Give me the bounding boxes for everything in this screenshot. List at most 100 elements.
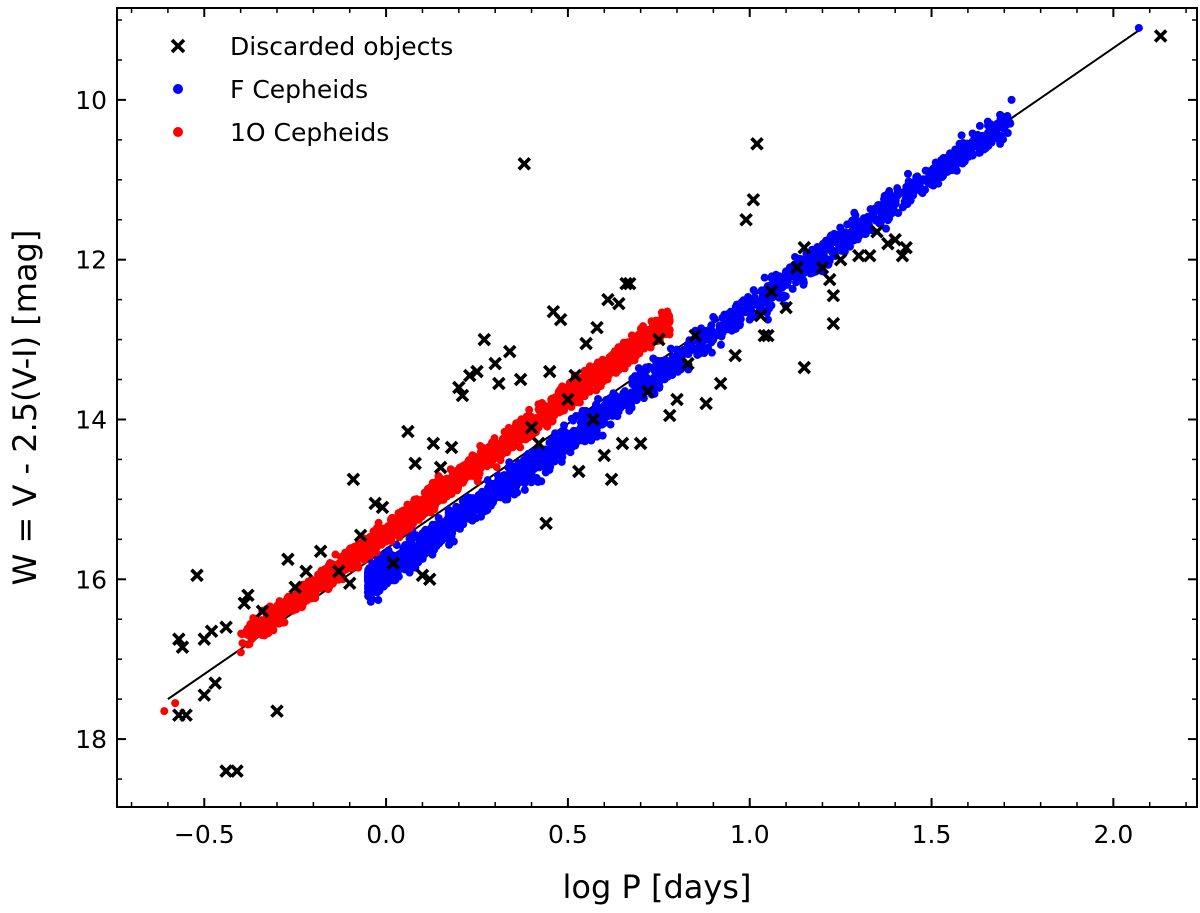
f-cepheid-point (520, 479, 529, 488)
discarded-point (368, 496, 382, 511)
legend-item: Discarded objects (170, 32, 453, 61)
cross-stroke (553, 312, 568, 327)
f-cepheid-point (975, 148, 984, 157)
1o-cepheid-point (662, 315, 671, 324)
cross-stroke (797, 240, 812, 255)
discarded-point (288, 580, 302, 595)
1o-cepheid-point (405, 516, 414, 525)
cross-stroke (862, 248, 877, 263)
cross-stroke (270, 704, 284, 718)
f-cepheid-point (767, 301, 776, 310)
f-cepheid-point (949, 157, 958, 166)
f-cepheid-point (809, 250, 818, 259)
f-cepheid-point (505, 484, 514, 493)
1o-cepheid-point (445, 487, 454, 496)
f-cepheid-point (614, 396, 623, 405)
1o-cepheid-point (552, 392, 561, 401)
cross-stroke (753, 308, 768, 323)
x-tick-label: −0.5 (174, 820, 235, 849)
cross-stroke (586, 412, 601, 427)
discarded-point (190, 568, 204, 583)
discarded-point (444, 440, 459, 455)
1o-cepheid-point (439, 479, 448, 488)
x-tick-label: 0.5 (548, 820, 588, 849)
discarded-point (615, 436, 630, 451)
f-cepheid-point (511, 466, 520, 475)
1o-cepheid-point (345, 546, 354, 555)
f-cepheid-point (365, 564, 374, 573)
1o-cepheid-point (631, 352, 640, 361)
f-cepheid-point (791, 252, 800, 261)
1o-cepheid-point (411, 496, 420, 505)
f-cepheid-point (484, 487, 493, 496)
f-cepheid-point (432, 542, 441, 551)
1o-cepheid-point (516, 443, 525, 452)
f-cepheid-point (964, 152, 973, 161)
cross-stroke (190, 568, 204, 583)
discarded-point (553, 312, 568, 327)
1o-cepheid-point (313, 578, 322, 587)
cross-stroke (288, 580, 302, 595)
legend-label: F Cepheids (230, 75, 368, 104)
discarded-point (826, 316, 841, 331)
discarded-point (255, 604, 270, 619)
f-cepheid-point (920, 175, 929, 184)
f-cepheid-point (465, 511, 474, 520)
cross-stroke (219, 620, 233, 634)
f-cepheid-point (835, 241, 844, 250)
legend: Discarded objects F Cepheids 1O Cepheids (170, 32, 453, 147)
1o-cepheid-point (496, 456, 505, 465)
discarded-point (852, 248, 866, 263)
discarded-point (739, 212, 753, 227)
y-tick-label: 16 (75, 565, 107, 594)
cross-stroke (255, 604, 270, 619)
f-cepheid-point (760, 273, 769, 282)
f-cepheid-point (423, 531, 432, 540)
f-cepheid-point (606, 420, 615, 429)
legend-label: Discarded objects (230, 32, 453, 61)
cross-stroke (208, 676, 222, 690)
cross-stroke (386, 556, 401, 571)
discarded-point (452, 380, 466, 395)
1o-cepheid-point (353, 560, 362, 569)
f-cepheid-point (745, 315, 754, 324)
cross-stroke (444, 440, 459, 455)
1o-cepheid-point (160, 707, 169, 716)
cross-stroke (332, 564, 346, 579)
1o-cepheids-points (160, 307, 674, 716)
f-cepheid-point (540, 457, 549, 466)
f-cepheid-point (744, 292, 753, 301)
f-cepheid-point (912, 178, 921, 187)
cross-stroke (728, 348, 742, 363)
f-cepheid-point (882, 224, 891, 233)
cross-stroke (1153, 29, 1168, 43)
1o-cepheid-point (421, 509, 430, 518)
f-cepheid-point (883, 212, 892, 221)
f-cepheid-point (996, 139, 1005, 148)
f-cepheid-point (591, 405, 600, 414)
1o-cepheid-point (581, 366, 590, 375)
cross-stroke (532, 436, 546, 451)
f-cepheid-point (429, 521, 438, 530)
discarded-point (208, 676, 222, 690)
cross-stroke (408, 456, 422, 471)
f-cepheid-point (957, 131, 966, 140)
f-cepheid-point (707, 321, 716, 330)
1o-cepheid-point (522, 415, 531, 424)
1o-cepheid-point (273, 601, 282, 610)
discarded-point (597, 448, 612, 463)
discarded-point (542, 364, 557, 379)
discarded-point (179, 708, 193, 722)
f-cepheid-point (495, 486, 504, 495)
f-cepheid-point (865, 212, 874, 221)
discarded-point (313, 544, 328, 559)
1o-cepheid-point (256, 623, 265, 632)
f-cepheid-point (684, 350, 693, 359)
f-cepheid-point (925, 171, 934, 180)
cross-stroke (852, 248, 866, 263)
1o-cepheid-point (485, 454, 494, 463)
f-cepheid-point (660, 373, 669, 382)
cross-stroke (739, 212, 753, 227)
discarded-point (870, 224, 884, 239)
1o-cepheid-point (245, 640, 254, 649)
